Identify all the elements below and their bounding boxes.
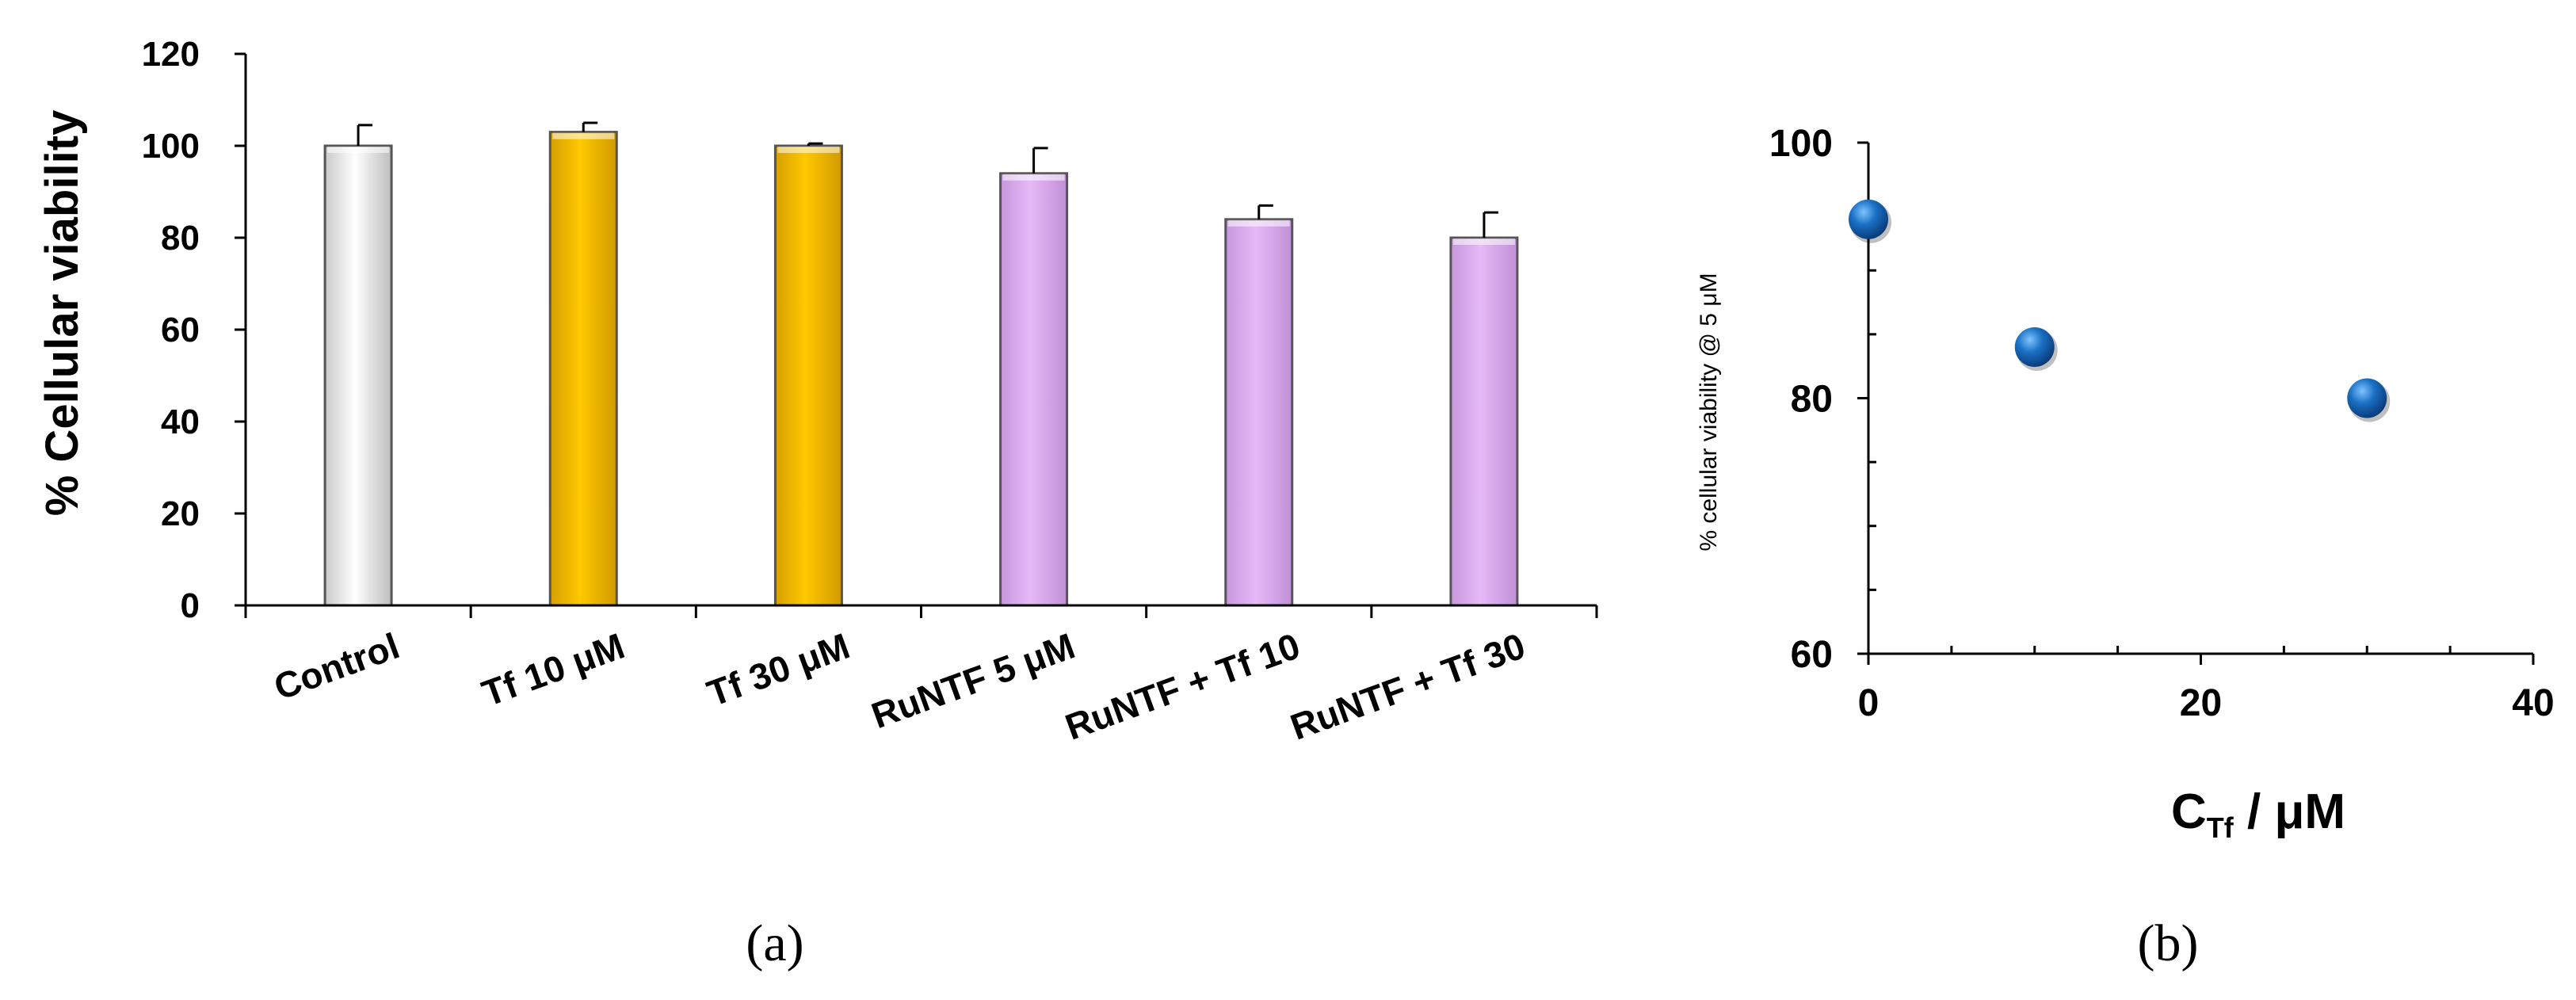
bar-highlight <box>1002 174 1065 181</box>
scatter-chart-x-ticks: 0 20 40 <box>1858 646 2555 724</box>
scatter-chart-y-ticks: 60 80 100 <box>1769 123 1876 676</box>
bar <box>1224 218 1294 607</box>
x-tick-label: Tf 10 μM <box>477 625 630 715</box>
y-tick-label: 20 <box>161 494 200 533</box>
bar-chart: % Cellular viability 0 20 40 60 80 100 120 Con… <box>36 35 1598 748</box>
data-point <box>2014 327 2055 367</box>
scatter-chart-xlabel: CTf / μM <box>2171 784 2345 844</box>
scatter-chart: % cellular viability @ 5 μM 60 80 100 0 20 4… <box>1696 123 2555 844</box>
y-tick-label: 80 <box>161 219 200 258</box>
panel-label-b: (b) <box>2138 914 2199 972</box>
y-tick-label: 60 <box>161 311 200 349</box>
x-tick-label: RuNTF 5 μM <box>866 625 1080 737</box>
bar-chart-x-ticks <box>244 605 1598 618</box>
bar <box>773 144 843 607</box>
y-tick-label: 60 <box>1791 634 1833 676</box>
bar <box>1449 236 1519 607</box>
scatter-chart-ylabel: % cellular viability @ 5 μM <box>1696 273 1722 551</box>
y-tick-label: 40 <box>161 403 200 441</box>
x-tick-label: 40 <box>2512 682 2554 724</box>
bar-chart-bars <box>323 121 1519 607</box>
bar <box>999 172 1069 607</box>
bar-highlight <box>1227 219 1290 227</box>
data-point <box>2347 378 2387 418</box>
bar <box>323 144 393 607</box>
y-tick-label: 100 <box>142 127 200 166</box>
y-tick-label: 80 <box>1791 379 1833 421</box>
x-tick-label: 0 <box>1858 682 1880 724</box>
x-tick-label: Control <box>269 625 404 708</box>
x-tick-label: RuNTF + Tf 30 <box>1285 625 1531 748</box>
y-tick-label: 120 <box>142 35 200 74</box>
x-tick-label: Tf 30 μM <box>702 625 855 715</box>
panel-label-a: (a) <box>746 914 803 972</box>
bar-chart-y-ticks: 0 20 40 60 80 100 120 <box>142 35 246 625</box>
y-tick-label: 100 <box>1769 123 1833 165</box>
bar-chart-ylabel: % Cellular viability <box>36 110 88 517</box>
data-point <box>1849 199 1888 239</box>
x-tick-label: RuNTF + Tf 10 <box>1060 625 1306 748</box>
scatter-chart-points <box>1849 199 2391 422</box>
bar-highlight <box>1452 239 1515 245</box>
x-tick-label: 20 <box>2180 682 2222 724</box>
bar-highlight <box>552 132 615 139</box>
bar-highlight <box>777 147 840 153</box>
bar-highlight <box>327 147 390 153</box>
bar <box>548 131 618 607</box>
y-tick-label: 0 <box>181 586 200 625</box>
